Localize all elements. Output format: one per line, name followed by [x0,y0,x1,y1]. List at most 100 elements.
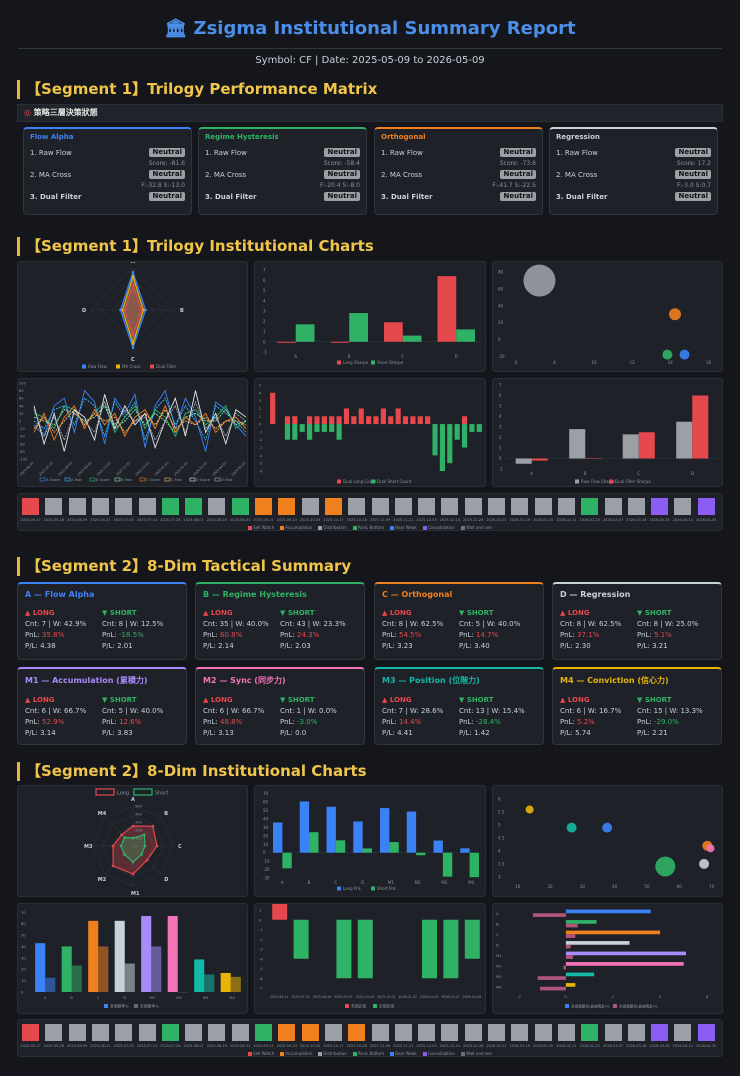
legend-swatch [39,477,46,482]
x-tick-label: 2025-07-23 [291,995,310,999]
bar [442,852,453,877]
short-stats: ▼ SHORT Cnt: 13 | W: 15.4% PnL: -28.4% P/L:… [459,695,536,739]
y-tick-label: A [496,911,499,916]
radar-axis-label: M2 [98,877,107,883]
scatter-point [662,349,673,360]
short-pnl-row: PnL: 12.6% [102,718,142,726]
bar [299,424,305,432]
short-pnl-row: PnL: -3.0% [280,718,318,726]
y-tick-label: 0 [499,456,502,461]
radar-point [131,824,135,828]
short-pf: P/L: 2.21 [637,729,668,737]
legend-swatch [104,1004,108,1008]
legend-label: 空頭訊號 [379,1004,394,1009]
x-tick-label: 2025-07-03 [38,461,54,477]
bar [330,341,350,343]
legend-swatch [345,1004,349,1008]
regime-date: 2026-02-23 [579,518,600,522]
y-tick-label: 20 [498,320,504,325]
ma-cross-row: 2. MA Cross Neutral [556,169,711,180]
x-tick-label: 0 [564,994,567,999]
radar-point [131,346,135,350]
long-label: ▲ LONG [560,609,590,617]
long-label: ▲ LONG [25,696,55,704]
legend-label: 空頭報酬率(最後開倉)% [619,1004,658,1009]
x-tick-label: 2026-04-08 [463,995,482,999]
radar-point [119,308,122,312]
bar [307,424,313,440]
legend-item: Wait and see [460,525,492,530]
y-tick-label: -20 [19,427,26,431]
y-tick-label: 3 [499,425,502,430]
long-pf: P/L: 2.30 [560,642,591,650]
legend-swatch [89,477,96,482]
short-label: ▼ SHORT [102,609,137,617]
y-tick-label: -1 [259,927,263,932]
y-tick-label: M4 [496,984,502,989]
bar [622,434,639,459]
bar [141,916,152,992]
row-label: 2. MA Cross [205,170,247,179]
legend-swatch [337,360,341,365]
bar [380,808,390,853]
short-stats: ▼ SHORT Cnt: 8 | W: 25.0% PnL: 5.1% P/L: 3.… [637,608,714,652]
regime-date: 2026-03-30 [649,1044,670,1048]
short-label: ▼ SHORT [280,609,315,617]
legend-swatch [575,479,579,484]
regime-date: 2026-03-30 [649,518,670,522]
x-tick-label: 2026-02-03 [173,461,189,477]
x-tick-label: 2025-10-29 [356,995,375,999]
radar-point [140,853,143,856]
y-tick-label: D [496,942,499,947]
legend-label: 多頭報酬率(最後開倉)% [571,1004,610,1009]
regime-cell [627,1024,645,1041]
legend-item: Sell Watch [248,525,274,530]
legend-swatch [95,788,115,796]
y-tick-label: 0 [259,423,262,427]
long-pnl-row: PnL: 60.8% [203,631,243,639]
y-tick-label: 40 [498,303,504,308]
y-tick-label: 6 [498,797,501,802]
radar-point [131,872,135,876]
y-tick-label: -1 [499,467,503,472]
legend-item: Consolidation [422,525,455,530]
y-tick-label: B [496,921,499,926]
legend-label: D Score [196,478,211,482]
bar [343,408,350,425]
bar [167,916,178,992]
bar [292,416,298,425]
x-tick-label: D [691,471,694,476]
x-tick-label: C [97,995,100,1000]
x-tick-label: 10 [591,360,597,365]
regime-cell [161,1024,179,1041]
bar [565,909,651,914]
bar [380,408,386,425]
bar [335,840,346,853]
long-label: ▲ LONG [382,696,412,704]
card-title: A — Flow Alpha [25,590,95,599]
y-tick-label: 7 [263,268,266,273]
legend-label: Dual Filter [156,364,177,369]
legend-label: Raw Flow Sharpe [581,479,616,484]
bar [277,341,296,343]
y-tick-label: 60 [498,287,504,292]
short-count: Cnt: 5 | W: 40.0% [102,707,164,715]
long-count: Cnt: 8 | W: 62.5% [560,620,622,628]
scatter-point [669,308,681,321]
regime-date: 2025-05-17 [20,518,41,522]
bar [539,986,566,991]
regime-cell [627,498,645,515]
y-tick-label: -3 [259,446,263,450]
x-tick-label: 2025-06-21 [270,995,289,999]
radar-spoke [132,817,162,847]
radar-point [151,824,155,828]
regime-cell [371,1024,389,1041]
y-tick-label: 0 [259,917,262,922]
long-pf: P/L: 3.14 [25,729,56,737]
short-pnl: -29.0% [654,718,679,726]
legend-item: Panic Bottom [352,1051,384,1056]
long-pf: P/L: 3.13 [203,729,234,737]
y-tick-label: 30 [263,825,269,830]
radar-tick-label: 0 [135,845,138,849]
bar [326,806,336,853]
